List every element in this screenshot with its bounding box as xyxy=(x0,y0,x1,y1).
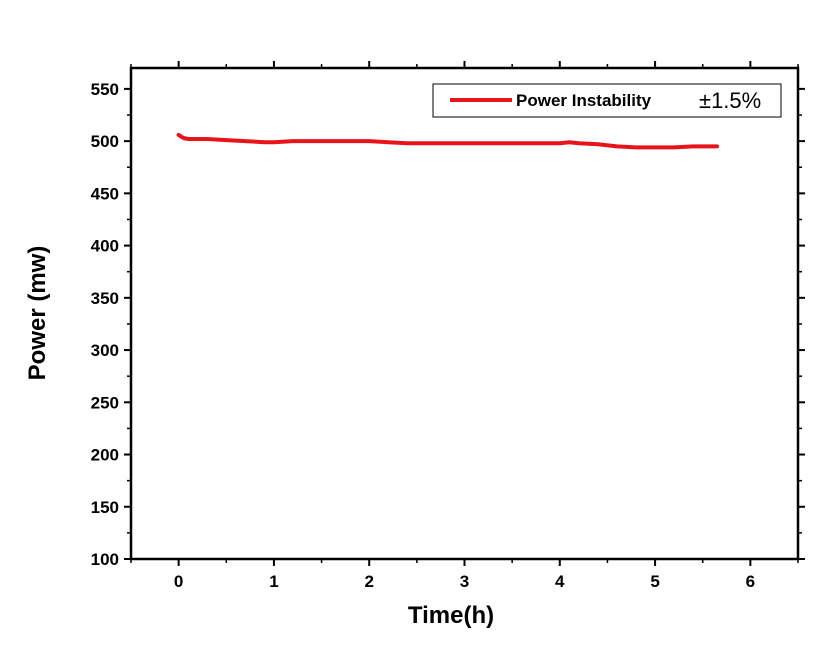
y-axis-title: Power (mw) xyxy=(24,246,51,381)
y-tick-label: 450 xyxy=(91,184,119,203)
legend: Power Instability ±1.5% xyxy=(432,83,782,118)
legend-note: ±1.5% xyxy=(699,88,761,113)
y-tick-label: 500 xyxy=(91,132,119,151)
y-tick-label: 400 xyxy=(91,237,119,256)
y-tick-label: 550 xyxy=(91,80,119,99)
y-tick-label: 250 xyxy=(91,393,119,412)
y-tick-label: 350 xyxy=(91,289,119,308)
y-tick-label: 300 xyxy=(91,341,119,360)
y-axis-tick-labels: 100 150 200 250 300 350 400 450 500 550 xyxy=(91,80,119,569)
y-axis-ticks xyxy=(124,87,805,560)
x-axis-title: Time(h) xyxy=(408,602,494,629)
x-tick-label: 5 xyxy=(650,572,659,591)
y-tick-label: 100 xyxy=(91,550,119,569)
y-tick-label: 150 xyxy=(91,498,119,517)
x-tick-label: 4 xyxy=(555,572,565,591)
legend-label: Power Instability xyxy=(516,91,652,110)
x-axis-tick-labels: 0 1 2 3 4 5 6 xyxy=(174,572,755,591)
x-tick-label: 1 xyxy=(269,572,278,591)
series-line-power-instability xyxy=(176,132,719,150)
x-tick-label: 0 xyxy=(174,572,183,591)
x-tick-label: 2 xyxy=(364,572,373,591)
y-tick-label: 200 xyxy=(91,446,119,465)
x-tick-label: 3 xyxy=(460,572,469,591)
x-tick-label: 6 xyxy=(746,572,755,591)
x-axis-ticks xyxy=(130,61,799,566)
